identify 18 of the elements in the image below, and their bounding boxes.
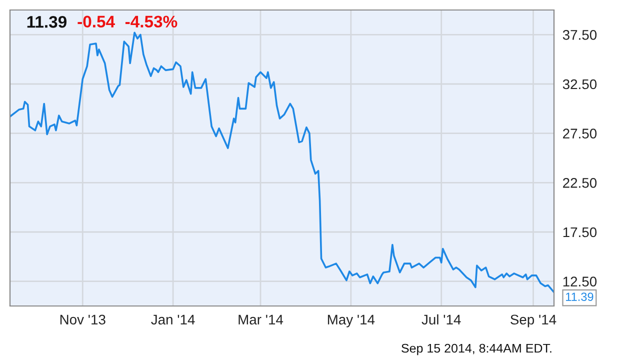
x-tick-label: May '14: [328, 314, 375, 328]
y-tick-label: 37.50: [562, 30, 597, 40]
text: Sep 15 2014, 8:44AM EDT.: [402, 344, 552, 356]
x-tick-label: Nov '13: [60, 314, 106, 325]
annotation: -0.54: [78, 16, 115, 28]
chart-title: 11.39: [27, 16, 66, 28]
y-tick-label: 17.50: [563, 227, 597, 238]
x-tick-label: Jan '14: [151, 314, 195, 325]
annotation: 11.39: [566, 292, 594, 301]
y-tick-label: 32.50: [562, 79, 597, 90]
y-tick-label: 27.50: [563, 128, 597, 139]
y-tick-label: 22.50: [563, 178, 597, 188]
x-tick-label: Mar '14: [238, 314, 284, 325]
line-series: [10, 32, 554, 294]
x-tick-label: Jul '14: [422, 314, 461, 325]
y-tick-label: 12.50: [563, 276, 597, 287]
x-tick-label: Sep '14: [510, 314, 556, 328]
annotation: -4.53%: [125, 16, 178, 28]
